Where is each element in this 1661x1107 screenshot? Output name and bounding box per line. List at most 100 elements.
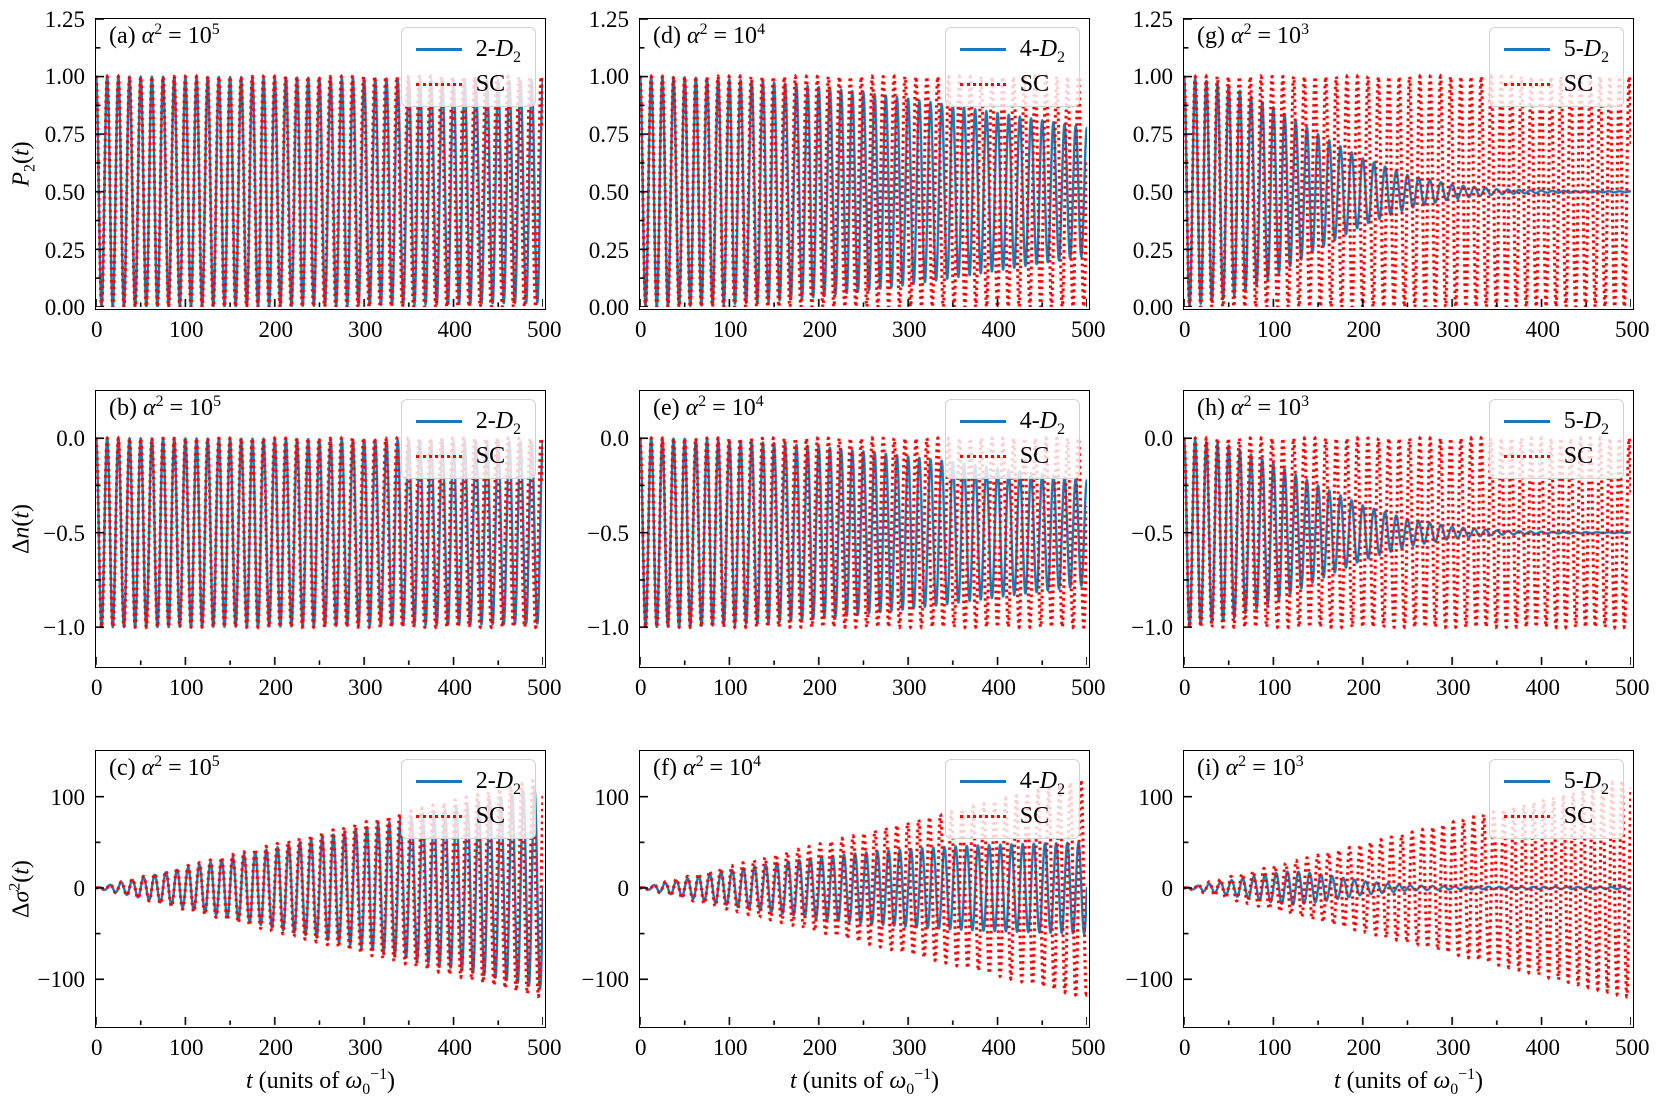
y-tick-label: −0.5 <box>43 520 85 546</box>
legend-label: 2-D2 <box>475 36 521 66</box>
x-tick-label: 500 <box>1614 1035 1650 1060</box>
x-tick-label: 300 <box>1435 317 1471 342</box>
legend: 4-D2 SC <box>944 759 1080 839</box>
legend-entry: SC <box>415 803 521 830</box>
x-tick-label: 100 <box>1257 675 1292 700</box>
x-tick-label: 200 <box>802 317 838 342</box>
x-tick-label: 100 <box>713 1035 748 1060</box>
x-tick-label: 300 <box>347 1035 383 1060</box>
legend: 5-D2 SC <box>1488 27 1624 107</box>
x-tick-label: 500 <box>526 675 562 700</box>
y-axis-label-b: Δn(t) <box>8 503 35 555</box>
legend: 2-D2 SC <box>400 759 536 839</box>
x-tick-label: 500 <box>526 1035 562 1060</box>
y-tick-label: 0.25 <box>588 237 629 263</box>
x-axis-label-f: t (units of ω0−1) <box>789 1066 940 1098</box>
x-tick-label: 100 <box>169 317 204 342</box>
x-tick-label: 400 <box>437 1035 472 1060</box>
y-tick-label: 1.00 <box>1132 64 1173 90</box>
y-tick-label: 0.0 <box>600 426 629 452</box>
legend-solid-line-icon <box>1503 780 1550 783</box>
x-tick-label: 400 <box>981 1035 1016 1060</box>
y-tick-label: 1.25 <box>44 6 85 32</box>
x-tick-label: 500 <box>1614 675 1650 700</box>
legend-dotted-line-icon <box>959 83 1006 86</box>
panel-c: (c) α2 = 105 2-D2 SC <box>95 750 546 1028</box>
legend-entry: SC <box>1503 443 1609 470</box>
x-tick-label: 0 <box>635 675 647 700</box>
legend-label: SC <box>475 803 506 829</box>
y-tick-label: 0.25 <box>44 237 85 263</box>
panel-a: (a) α2 = 105 2-D2 SC <box>95 18 546 310</box>
legend-label: 4-D2 <box>1019 408 1065 438</box>
legend-dotted-line-icon <box>959 455 1006 458</box>
x-tick-label: 400 <box>981 317 1016 342</box>
y-tick-label: 0.75 <box>44 122 85 148</box>
legend-solid-line-icon <box>1503 420 1550 423</box>
y-tick-label: −100 <box>1125 967 1173 993</box>
legend-label: SC <box>475 71 506 97</box>
x-tick-label: 300 <box>1435 1035 1471 1060</box>
x-tick-label: 100 <box>169 675 204 700</box>
legend: 4-D2 SC <box>944 27 1080 107</box>
x-tick-label: 300 <box>347 675 383 700</box>
legend: 2-D2 SC <box>400 399 536 479</box>
legend-entry: SC <box>415 443 521 470</box>
panel-title: (e) α2 = 104 <box>653 393 764 421</box>
panel-title: (a) α2 = 105 <box>109 21 220 49</box>
y-tick-label: 0.50 <box>1132 179 1173 205</box>
legend-entry: SC <box>1503 71 1609 98</box>
panel-f: (f) α2 = 104 4-D2 SC <box>639 750 1090 1028</box>
legend-solid-line-icon <box>1503 48 1550 51</box>
panel-title: (f) α2 = 104 <box>653 753 761 781</box>
x-tick-label: 0 <box>635 317 647 342</box>
legend-label: SC <box>1563 71 1594 97</box>
x-tick-label: 400 <box>1525 317 1560 342</box>
legend-entry: 5-D2 <box>1503 408 1609 437</box>
x-axis-label-c: t (units of ω0−1) <box>245 1066 396 1098</box>
legend-dotted-line-icon <box>415 815 462 818</box>
panel-i: (i) α2 = 103 5-D2 SC <box>1183 750 1634 1028</box>
panel-title: (b) α2 = 105 <box>109 393 221 421</box>
y-tick-label: 0 <box>73 876 86 901</box>
x-tick-label: 500 <box>526 317 562 342</box>
x-tick-label: 100 <box>169 1035 204 1060</box>
x-tick-label: 300 <box>891 1035 927 1060</box>
legend: 5-D2 SC <box>1488 759 1624 839</box>
panel-title: (d) α2 = 104 <box>653 21 765 49</box>
legend-label: 2-D2 <box>475 408 521 438</box>
x-tick-label: 300 <box>891 675 927 700</box>
x-tick-label: 500 <box>1070 317 1106 342</box>
y-tick-label: 0.75 <box>1132 122 1173 148</box>
panel-title: (c) α2 = 105 <box>109 753 220 781</box>
x-tick-label: 100 <box>713 317 748 342</box>
x-tick-label: 100 <box>1257 317 1292 342</box>
panel-b: (b) α2 = 105 2-D2 SC <box>95 390 546 668</box>
legend-label: 2-D2 <box>475 768 521 798</box>
y-tick-label: 0 <box>617 876 630 901</box>
legend-entry: 5-D2 <box>1503 768 1609 797</box>
panel-g: (g) α2 = 103 5-D2 SC <box>1183 18 1634 310</box>
x-tick-label: 300 <box>891 317 927 342</box>
x-tick-label: 300 <box>1435 675 1471 700</box>
y-tick-label: −1.0 <box>587 615 629 641</box>
y-tick-label: 1.00 <box>44 64 85 90</box>
x-tick-label: 0 <box>635 1035 647 1060</box>
legend-solid-line-icon <box>959 780 1006 783</box>
x-tick-label: 300 <box>347 317 383 342</box>
y-tick-label: 1.25 <box>1132 6 1173 32</box>
panel-title: (g) α2 = 103 <box>1197 21 1309 49</box>
legend-label: SC <box>1563 443 1594 469</box>
x-tick-label: 0 <box>91 317 103 342</box>
y-tick-label: 0.00 <box>588 295 629 321</box>
legend: 2-D2 SC <box>400 27 536 107</box>
x-tick-label: 400 <box>1525 675 1560 700</box>
legend-label: SC <box>1019 803 1050 829</box>
panel-e: (e) α2 = 104 4-D2 SC <box>639 390 1090 668</box>
legend-entry: 2-D2 <box>415 408 521 438</box>
legend: 5-D2 SC <box>1488 399 1624 479</box>
y-tick-label: 0.00 <box>44 295 85 321</box>
y-tick-label: −0.5 <box>1131 520 1173 546</box>
x-axis-label-i: t (units of ω0−1) <box>1333 1066 1484 1098</box>
